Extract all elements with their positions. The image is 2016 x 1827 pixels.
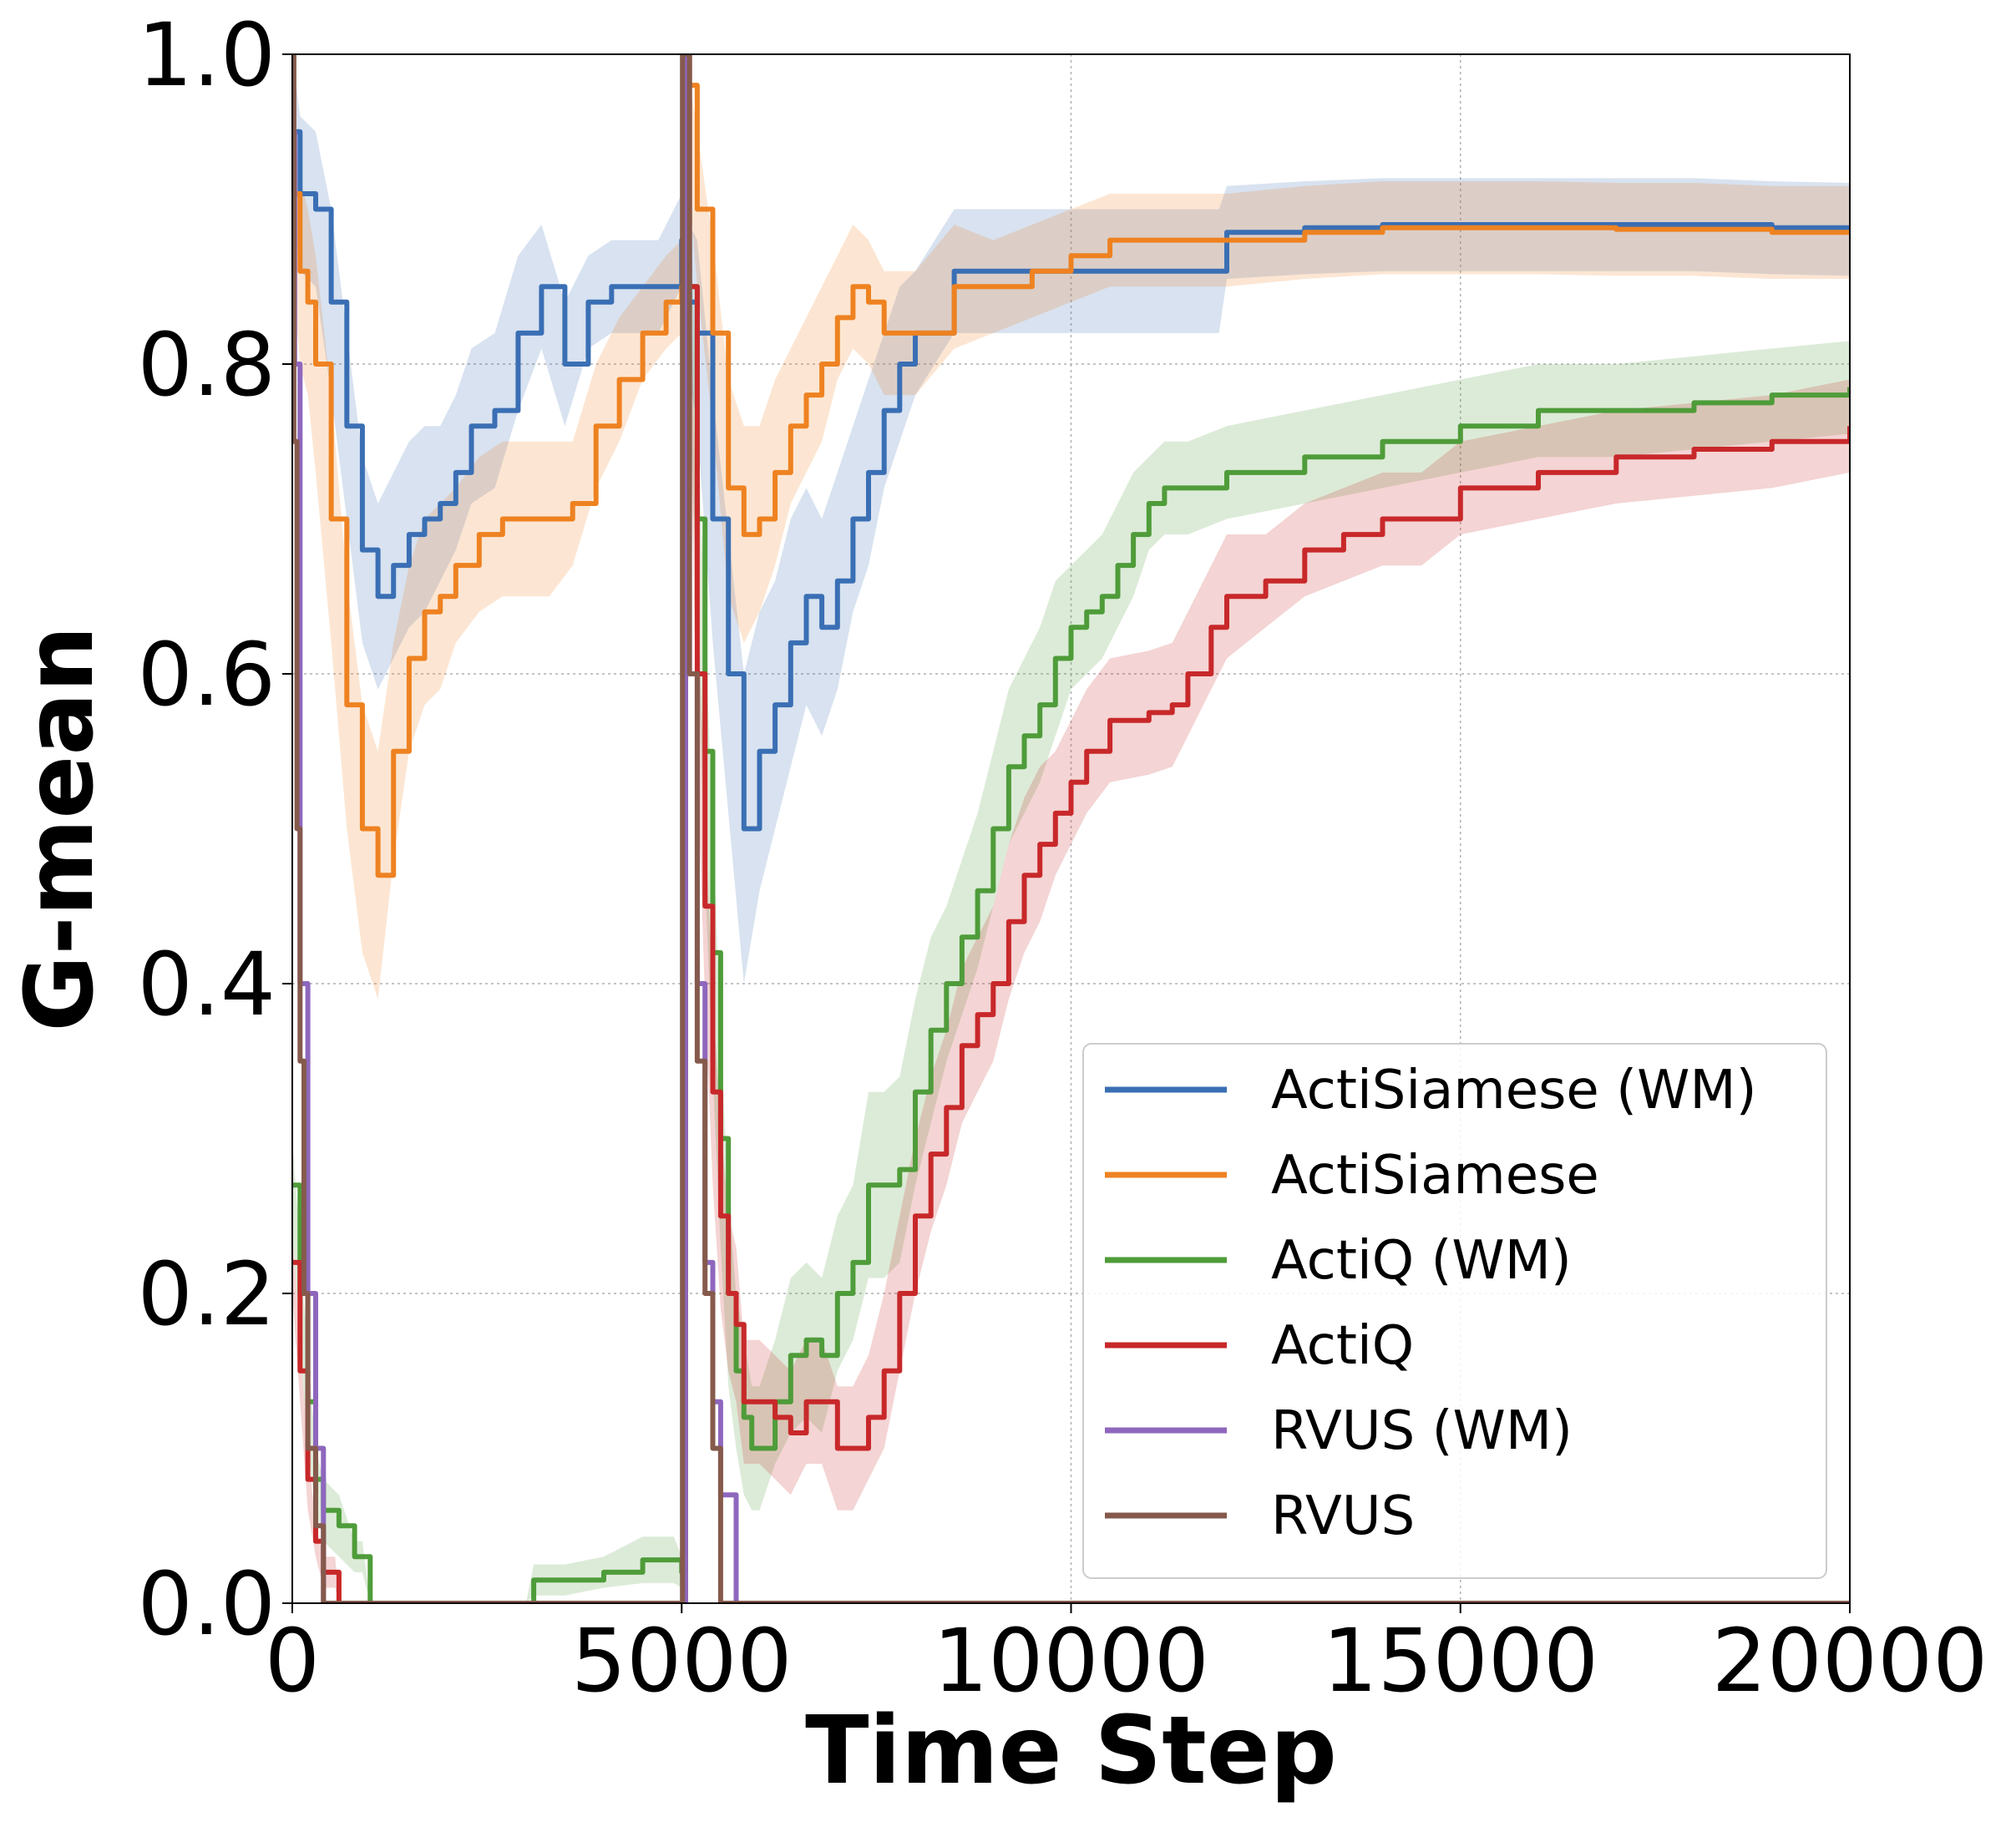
x-tick-label: 20000 xyxy=(1712,1610,1988,1712)
line-actisiamese-wm xyxy=(292,129,1850,832)
legend: ActiSiamese (WM) ActiSiamese ActiQ (WM) Act… xyxy=(1082,1043,1827,1579)
x-tick-label: 0 xyxy=(265,1610,320,1712)
y-tick-label: 0.2 xyxy=(138,1243,276,1345)
legend-item-actisiamese: ActiSiamese xyxy=(1105,1145,1599,1207)
y-tick-label: 1.0 xyxy=(138,4,276,106)
legend-label: RVUS xyxy=(1271,1485,1415,1547)
line-actiq-wm xyxy=(292,54,1850,1603)
y-tick-label: 0.4 xyxy=(138,934,276,1035)
legend-label: ActiSiamese xyxy=(1271,1145,1599,1207)
x-tick-label: 15000 xyxy=(1322,1610,1598,1712)
y-axis-label: G-mean xyxy=(6,625,114,1031)
line-actiq xyxy=(292,54,1850,1603)
legend-label: ActiQ xyxy=(1271,1315,1414,1377)
legend-item-rvus-wm: RVUS (WM) xyxy=(1105,1400,1573,1462)
legend-label: RVUS (WM) xyxy=(1271,1400,1573,1462)
legend-label: ActiQ (WM) xyxy=(1271,1230,1572,1292)
y-tick-label: 0.8 xyxy=(138,314,276,416)
band-actiq xyxy=(292,54,1850,1603)
line-rvus xyxy=(292,54,1850,1603)
legend-item-rvus: RVUS xyxy=(1105,1485,1415,1547)
line-rvus-wm xyxy=(292,54,1850,1603)
series-lines xyxy=(292,54,1850,1603)
line-actisiamese xyxy=(292,83,1850,878)
legend-item-actiq-wm: ActiQ (WM) xyxy=(1105,1230,1572,1292)
x-axis-label: Time Step xyxy=(805,1697,1337,1805)
legend-item-actisiamese-wm: ActiSiamese (WM) xyxy=(1105,1060,1757,1121)
x-tick-label: 10000 xyxy=(933,1610,1209,1712)
legend-label: ActiSiamese (WM) xyxy=(1271,1060,1757,1121)
legend-box xyxy=(1082,1043,1827,1579)
legend-item-actiq: ActiQ xyxy=(1105,1315,1414,1377)
y-tick-label: 0.0 xyxy=(138,1553,276,1655)
x-axis-ticks: 0 5000 10000 15000 20000 xyxy=(265,1603,1988,1712)
y-tick-label: 0.6 xyxy=(138,624,276,726)
x-tick-label: 5000 xyxy=(571,1610,793,1712)
y-axis-ticks: 0.0 0.2 0.4 0.6 0.8 1.0 xyxy=(138,4,292,1655)
